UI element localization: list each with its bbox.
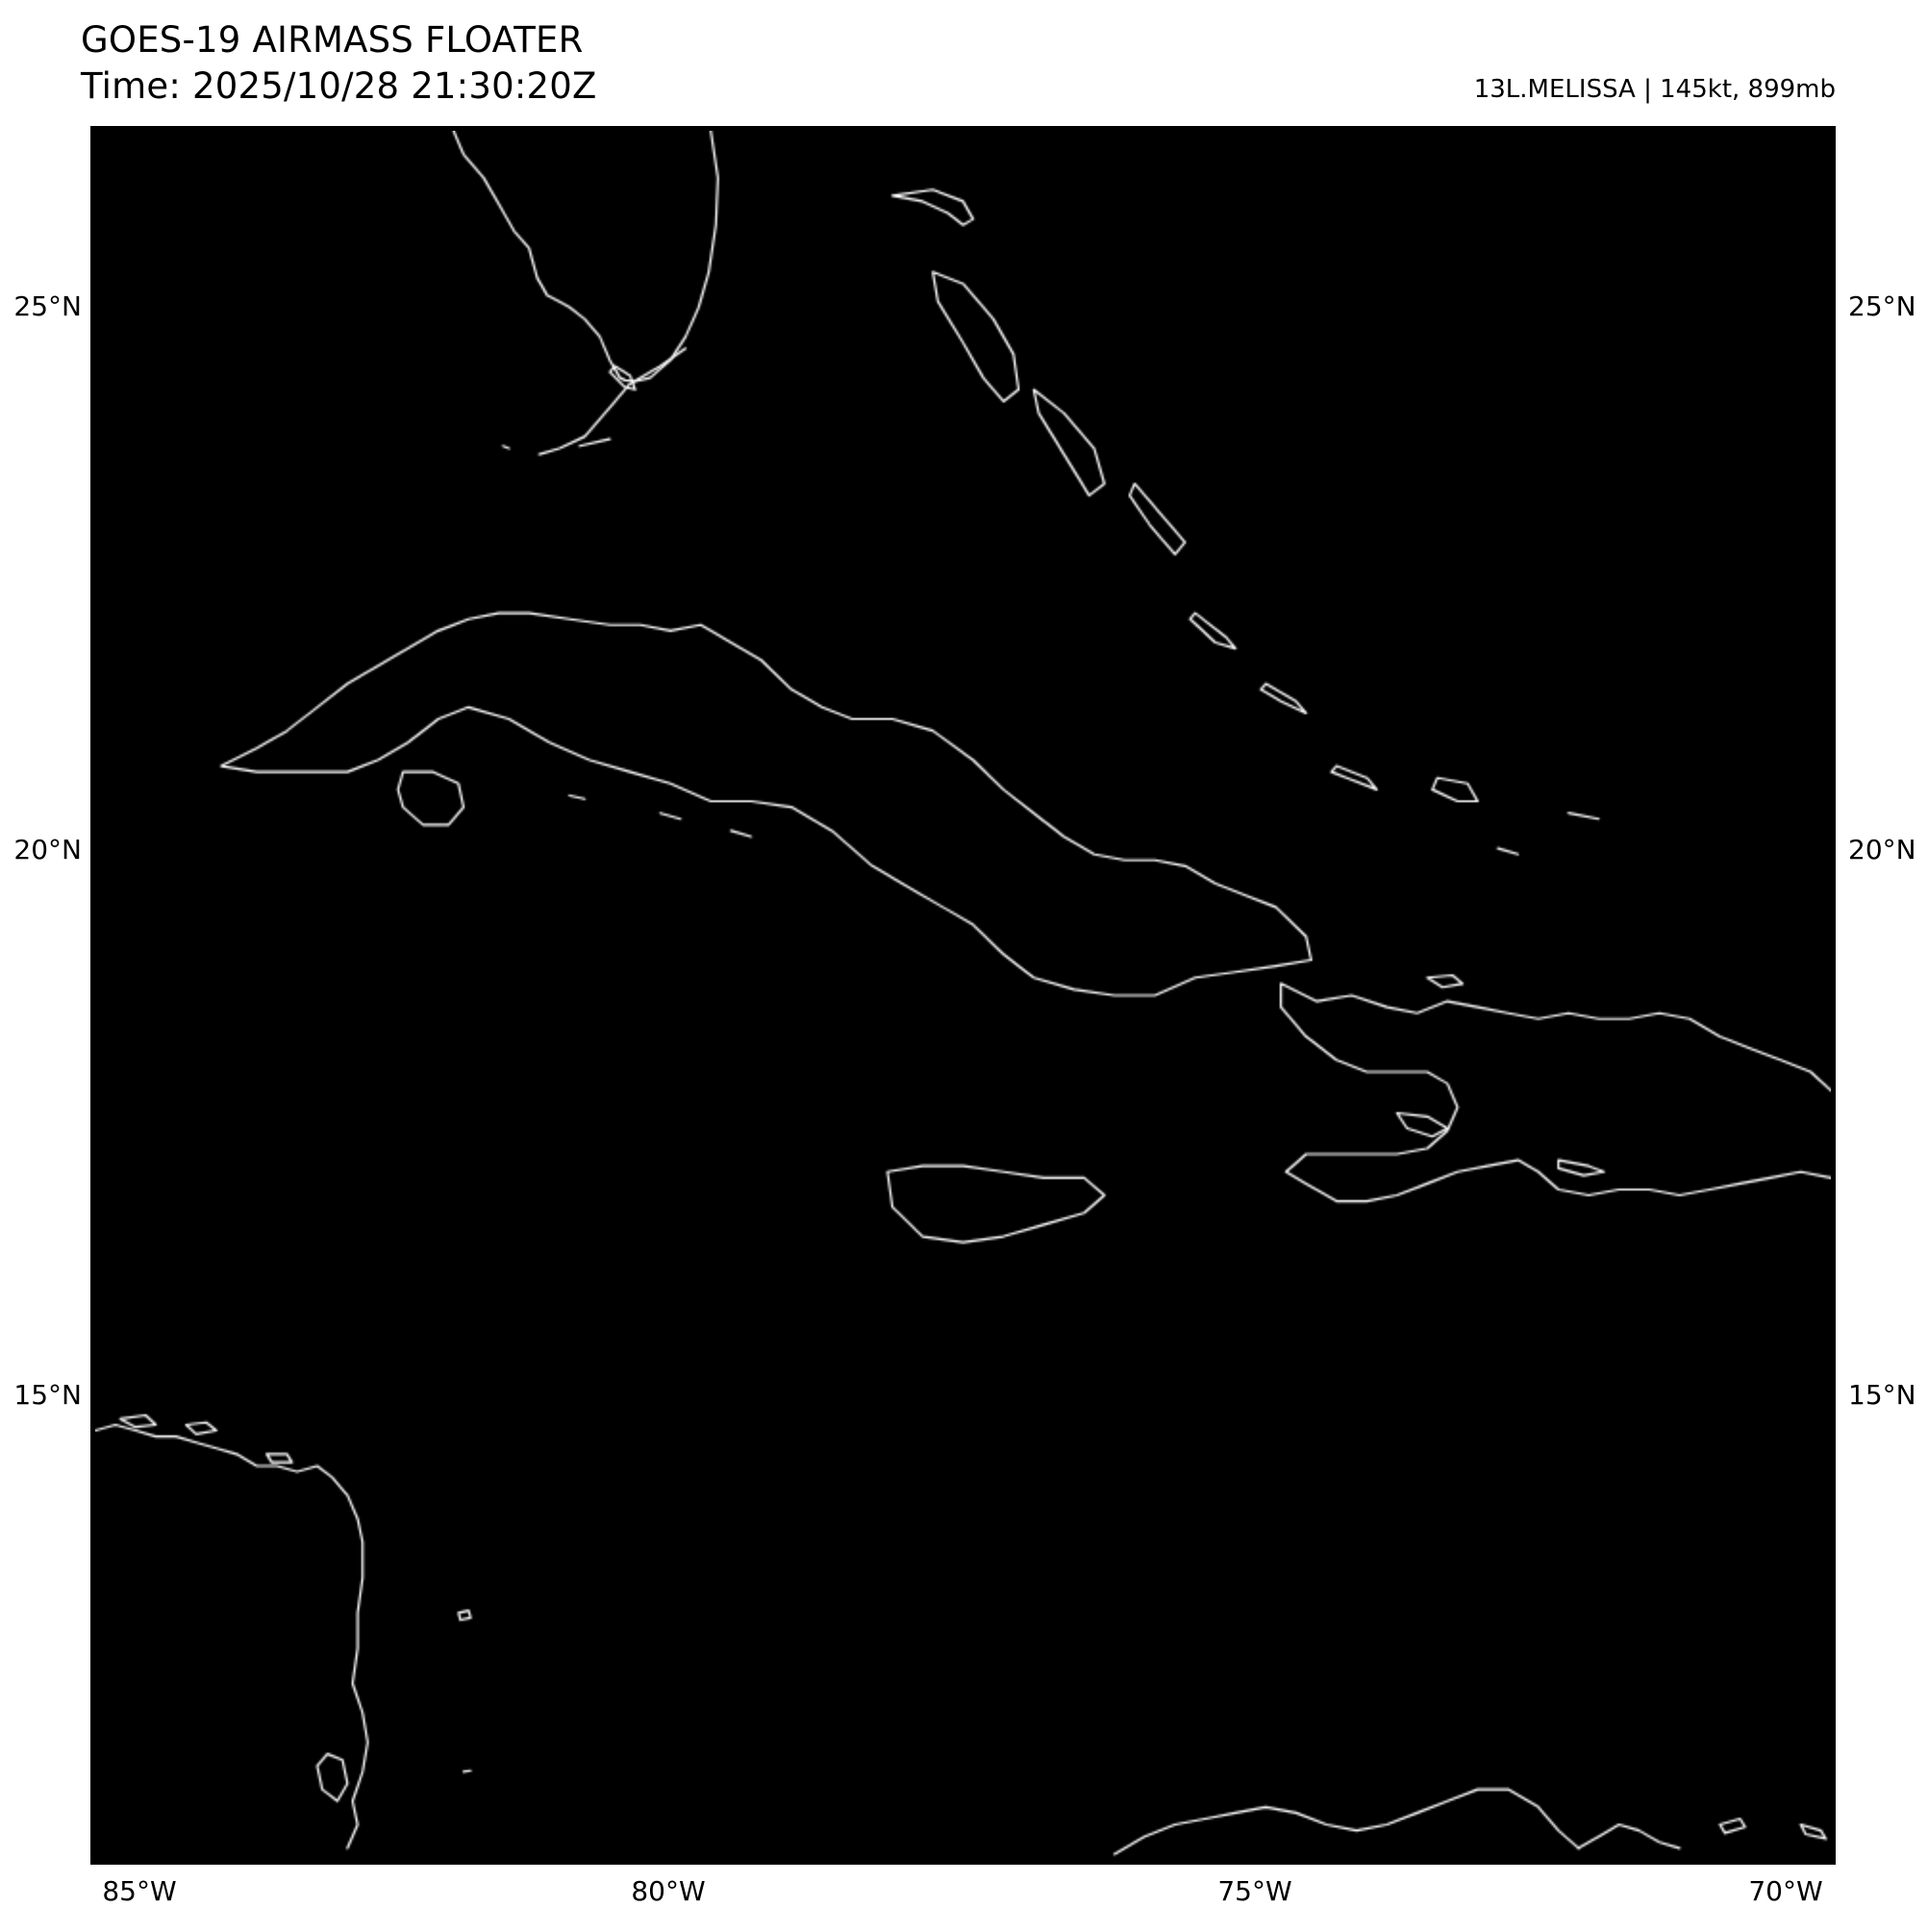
page-title: GOES-19 AIRMASS FLOATER bbox=[81, 19, 584, 61]
lat-tick-right-20: 20°N bbox=[1848, 834, 1916, 866]
title-block: GOES-19 AIRMASS FLOATER Time: 2025/10/28… bbox=[81, 17, 597, 110]
lon-tick-80: 80°W bbox=[631, 1875, 706, 1907]
satellite-image-panel[interactable]: Copyright © 2020-2025 Dapiya bbox=[90, 126, 1836, 1865]
lat-tick-right-25: 25°N bbox=[1848, 290, 1916, 322]
lon-tick-75: 75°W bbox=[1217, 1875, 1292, 1907]
lat-tick-right-15: 15°N bbox=[1848, 1379, 1916, 1411]
lon-tick-70: 70°W bbox=[1748, 1875, 1823, 1907]
lat-tick-left-20: 20°N bbox=[13, 834, 82, 866]
lat-tick-left-25: 25°N bbox=[13, 290, 82, 322]
timestamp-label: Time: 2025/10/28 21:30:20Z bbox=[81, 65, 597, 107]
lon-tick-85: 85°W bbox=[102, 1875, 177, 1907]
lat-tick-left-15: 15°N bbox=[13, 1379, 82, 1411]
satellite-imagery-canvas bbox=[95, 131, 1831, 1860]
storm-info-label: 13L.MELISSA | 145kt, 899mb bbox=[1473, 75, 1836, 104]
header: GOES-19 AIRMASS FLOATER Time: 2025/10/28… bbox=[0, 0, 1928, 130]
